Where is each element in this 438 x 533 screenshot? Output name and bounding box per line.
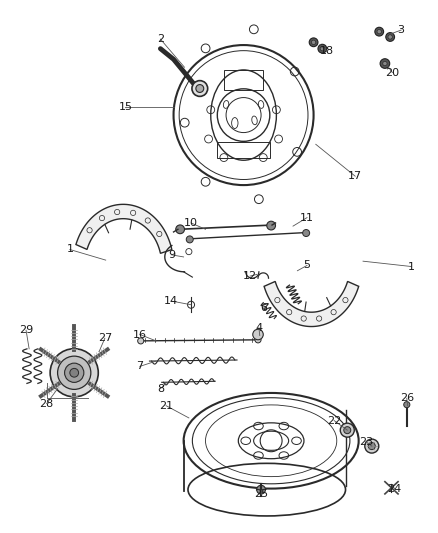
Circle shape (138, 338, 144, 344)
Text: 5: 5 (303, 261, 310, 270)
Circle shape (302, 230, 309, 237)
Text: 1: 1 (66, 245, 73, 254)
Circle shape (376, 29, 381, 34)
Text: 4: 4 (255, 322, 262, 333)
Circle shape (195, 85, 203, 92)
Text: 18: 18 (319, 46, 333, 56)
Circle shape (252, 329, 263, 340)
Circle shape (403, 401, 409, 408)
Text: 6: 6 (259, 303, 266, 313)
Text: 21: 21 (159, 401, 173, 411)
Circle shape (343, 426, 350, 434)
Circle shape (308, 38, 317, 47)
Text: 25: 25 (254, 489, 268, 499)
Text: 7: 7 (136, 361, 143, 372)
Circle shape (266, 221, 275, 230)
Text: 15: 15 (118, 102, 132, 112)
Circle shape (385, 33, 394, 42)
Text: 27: 27 (98, 333, 112, 343)
Circle shape (319, 46, 324, 51)
Circle shape (364, 439, 378, 453)
Polygon shape (76, 204, 171, 253)
Text: 29: 29 (19, 325, 33, 335)
Circle shape (367, 442, 374, 449)
Circle shape (64, 363, 84, 382)
Circle shape (57, 356, 91, 390)
Text: 17: 17 (347, 171, 361, 181)
Circle shape (191, 80, 207, 96)
Polygon shape (264, 281, 358, 327)
Text: 3: 3 (397, 25, 404, 35)
Text: 10: 10 (184, 218, 198, 228)
Text: 9: 9 (167, 250, 174, 260)
Circle shape (311, 40, 315, 44)
Text: 20: 20 (385, 68, 399, 78)
Text: 23: 23 (358, 437, 372, 447)
Circle shape (175, 225, 184, 233)
Text: 22: 22 (326, 416, 340, 425)
Circle shape (254, 337, 261, 343)
Circle shape (317, 44, 326, 53)
Bar (217, 142, 269, 158)
Circle shape (374, 27, 383, 36)
Circle shape (339, 423, 353, 437)
Circle shape (387, 35, 392, 39)
Text: 1: 1 (407, 262, 414, 271)
Text: 2: 2 (156, 34, 164, 44)
Text: 8: 8 (156, 384, 164, 394)
Circle shape (379, 59, 389, 68)
Text: 12: 12 (243, 271, 257, 281)
Text: 26: 26 (399, 393, 413, 403)
Circle shape (50, 349, 98, 397)
Circle shape (70, 368, 78, 377)
Text: 11: 11 (299, 213, 313, 223)
Circle shape (186, 236, 193, 243)
Text: 24: 24 (387, 483, 401, 494)
Text: 16: 16 (133, 329, 147, 340)
Text: 14: 14 (164, 296, 178, 306)
Text: 28: 28 (39, 399, 53, 409)
Circle shape (256, 485, 265, 494)
Circle shape (382, 61, 386, 66)
